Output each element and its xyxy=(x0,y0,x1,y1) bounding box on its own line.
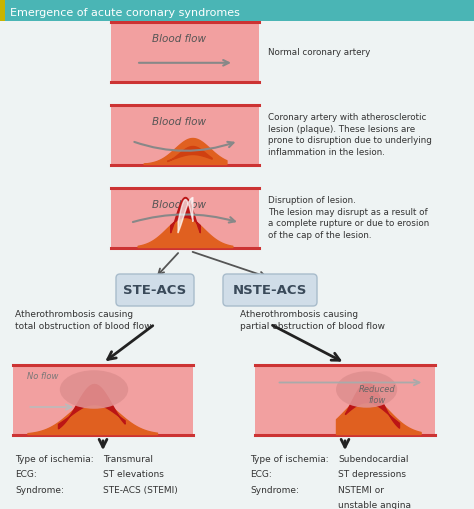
Text: Reduced
flow: Reduced flow xyxy=(359,385,396,405)
FancyBboxPatch shape xyxy=(111,105,259,165)
FancyBboxPatch shape xyxy=(13,365,193,435)
Text: Coronary artery with atherosclerotic
lesion (plaque). These lesions are
prone to: Coronary artery with atherosclerotic les… xyxy=(268,113,432,157)
Text: Blood flow: Blood flow xyxy=(152,117,206,127)
Text: NSTE-ACS: NSTE-ACS xyxy=(233,284,307,297)
Text: Blood flow: Blood flow xyxy=(152,200,206,210)
Text: Transmural
ST elevations
STE-ACS (STEMI): Transmural ST elevations STE-ACS (STEMI) xyxy=(103,455,178,495)
Ellipse shape xyxy=(60,370,128,409)
Text: Normal coronary artery: Normal coronary artery xyxy=(268,47,370,56)
Text: Atherothrombosis causing
total obstruction of blood flow: Atherothrombosis causing total obstructi… xyxy=(15,310,152,331)
FancyBboxPatch shape xyxy=(111,188,259,248)
FancyBboxPatch shape xyxy=(0,0,474,21)
Ellipse shape xyxy=(336,371,397,408)
Text: STE-ACS: STE-ACS xyxy=(123,284,187,297)
Text: Type of ischemia:
ECG:
Syndrome:: Type of ischemia: ECG: Syndrome: xyxy=(15,455,94,495)
FancyBboxPatch shape xyxy=(116,274,194,306)
FancyBboxPatch shape xyxy=(111,22,259,82)
Text: Subendocardial
ST depressions
NSTEMI or
unstable angina: Subendocardial ST depressions NSTEMI or … xyxy=(338,455,411,509)
Text: Emergence of acute coronary syndromes: Emergence of acute coronary syndromes xyxy=(10,8,240,18)
Text: Atherothrombosis causing
partial obstruction of blood flow: Atherothrombosis causing partial obstruc… xyxy=(240,310,385,331)
Text: Blood flow: Blood flow xyxy=(152,34,206,44)
Text: No flow: No flow xyxy=(27,372,59,381)
Text: Disruption of lesion.
The lesion may disrupt as a result of
a complete rupture o: Disruption of lesion. The lesion may dis… xyxy=(268,196,429,240)
FancyBboxPatch shape xyxy=(255,365,435,435)
Text: Type of ischemia:
ECG:
Syndrome:: Type of ischemia: ECG: Syndrome: xyxy=(250,455,328,495)
FancyBboxPatch shape xyxy=(223,274,317,306)
FancyBboxPatch shape xyxy=(0,0,5,21)
